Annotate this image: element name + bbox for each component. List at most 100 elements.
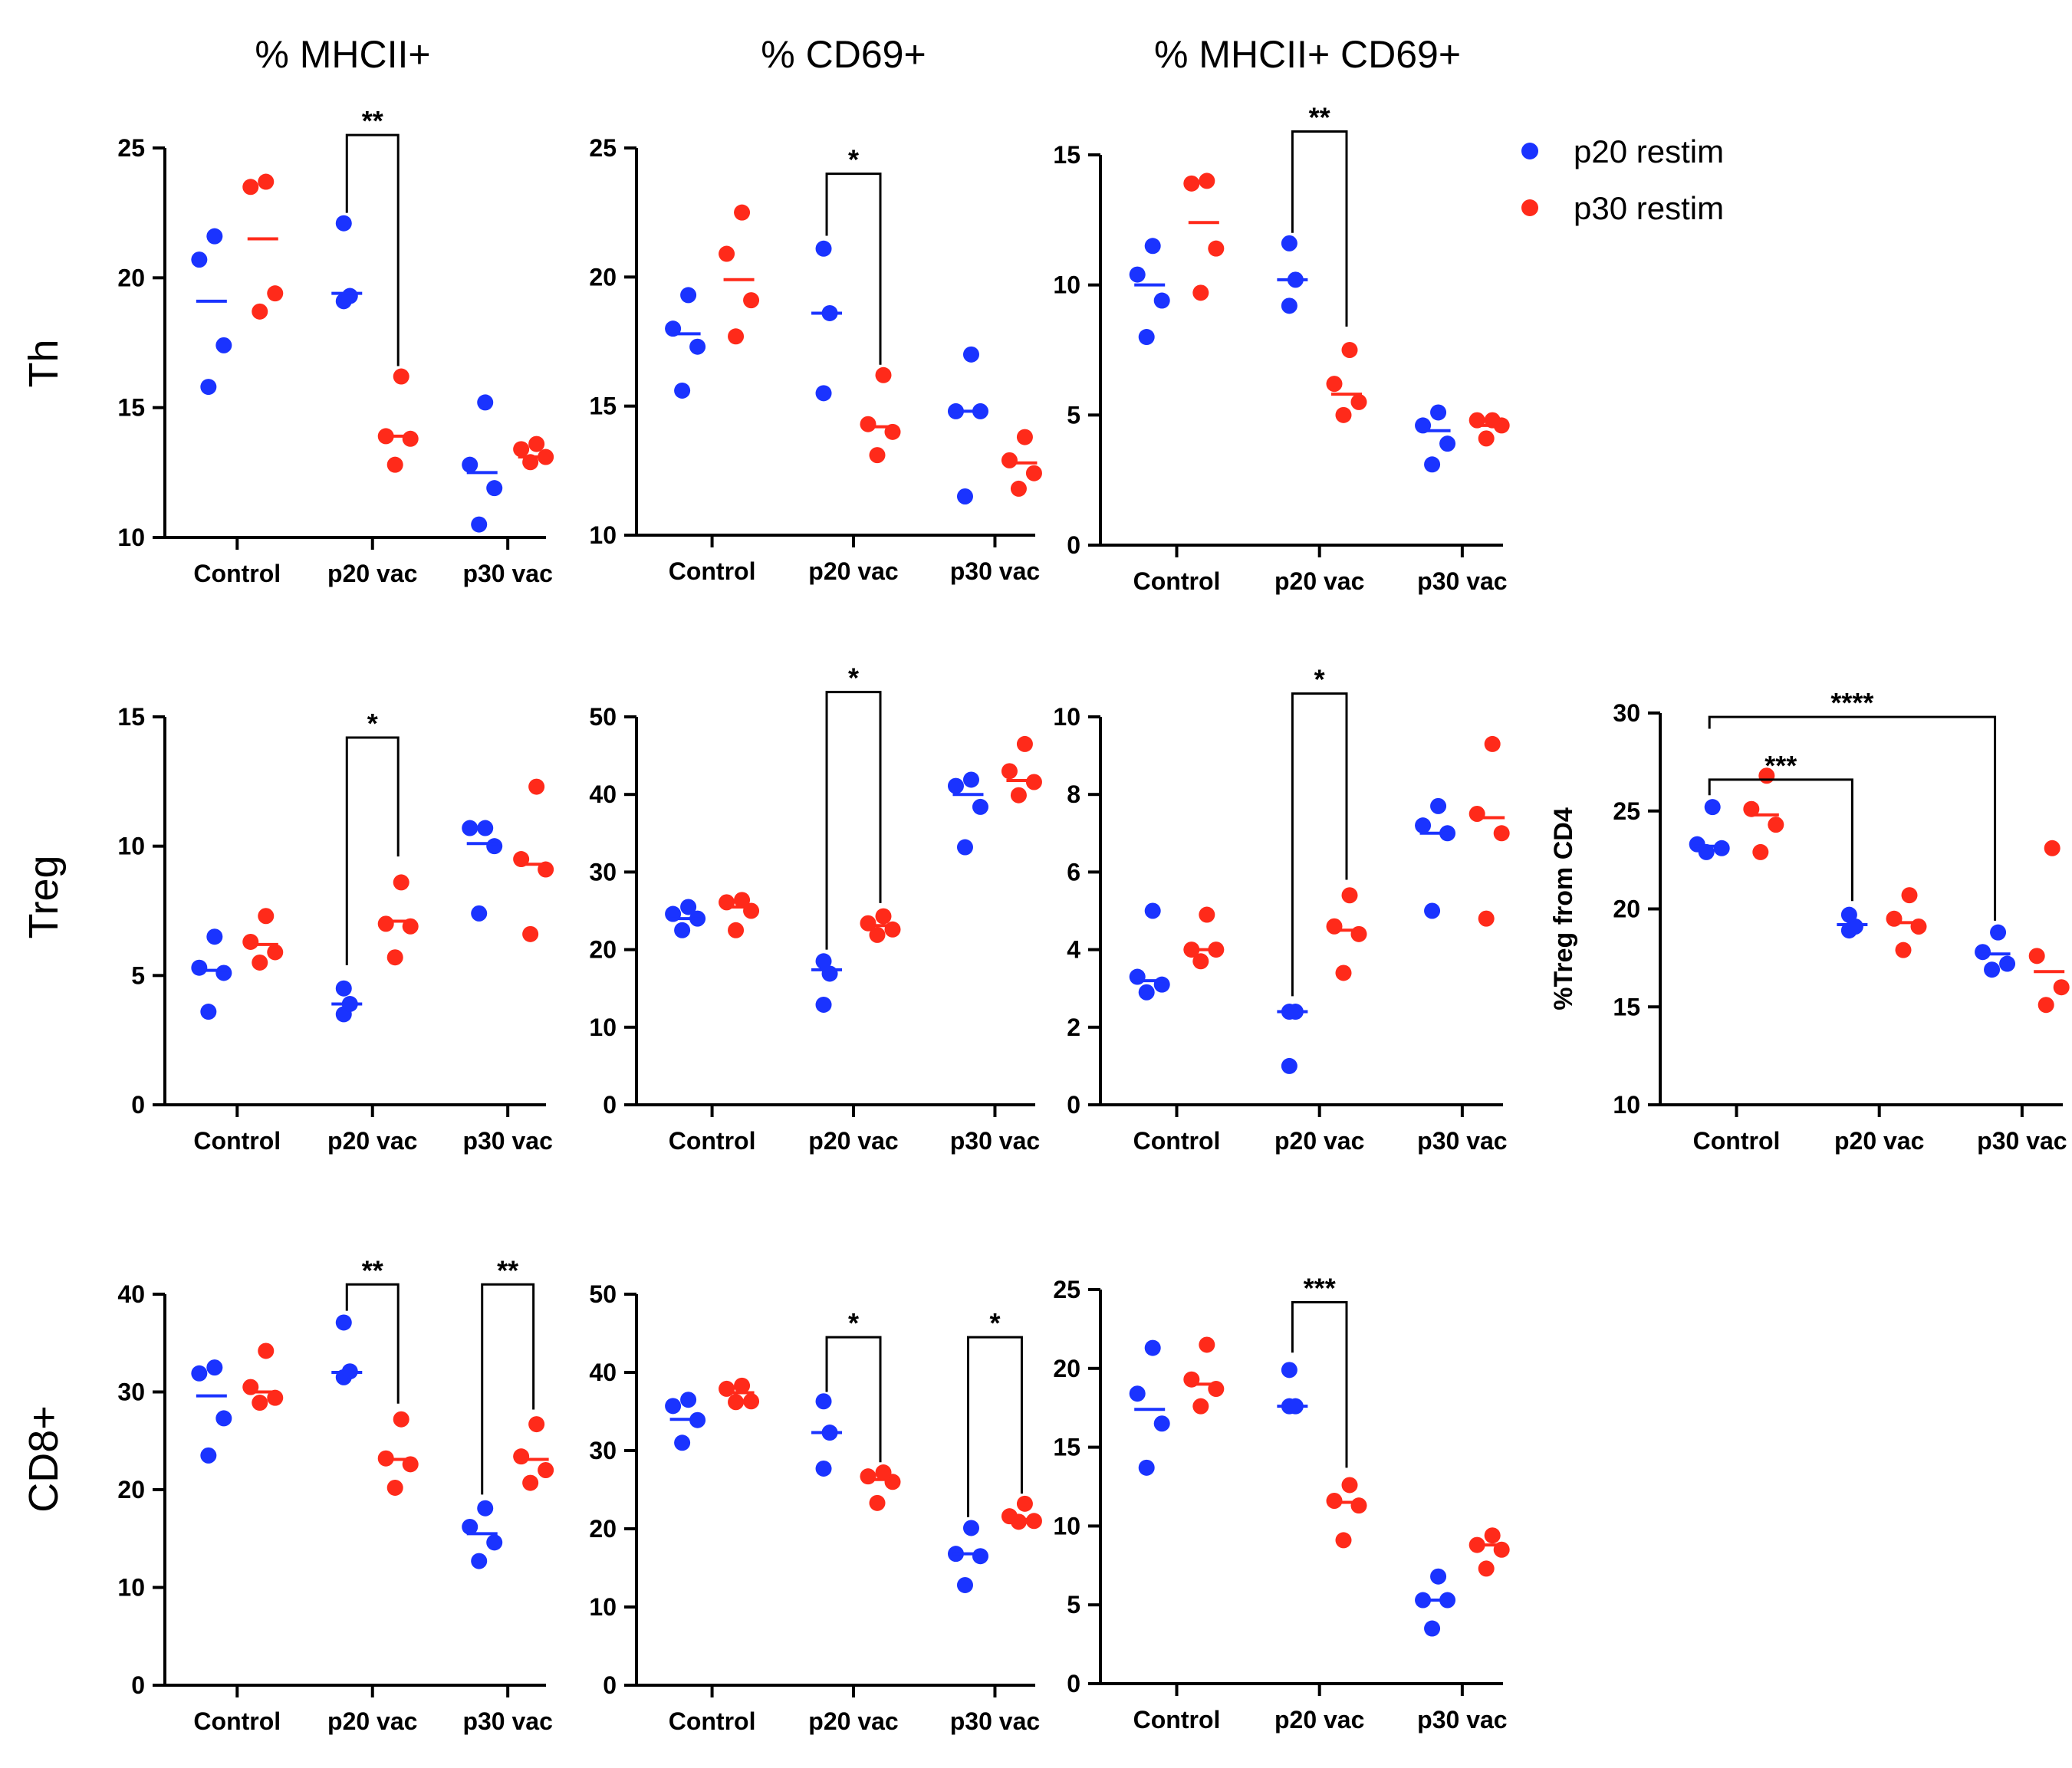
row-title-cd8: CD8+ xyxy=(21,1405,67,1513)
y-tick-label: 40 xyxy=(589,1359,617,1386)
significance-label: ** xyxy=(362,105,383,136)
data-point-p30 xyxy=(2053,979,2070,996)
data-point-p20 xyxy=(972,798,988,815)
x-tick-label: p20 vac xyxy=(327,1707,417,1735)
x-tick-label: p30 vac xyxy=(950,557,1040,585)
y-tick-label: 20 xyxy=(589,1515,617,1543)
y-tick-label: 8 xyxy=(1067,780,1080,808)
data-point-p30 xyxy=(734,204,751,221)
x-tick-label: Control xyxy=(193,1707,281,1735)
y-tick-label: 15 xyxy=(589,393,617,420)
data-point-p20 xyxy=(1704,799,1721,816)
significance-label: *** xyxy=(1764,750,1797,781)
significance-bracket xyxy=(345,736,400,965)
panel-cd8-mhcii: 0 10 20 30 40 Control p20 vac p30 vac ** ** xyxy=(117,1254,554,1735)
data-point-p30 xyxy=(1493,825,1510,842)
significance-bracket xyxy=(345,1283,400,1404)
significance-label: * xyxy=(848,144,859,176)
data-point-p20 xyxy=(1153,1415,1170,1432)
y-tick-label: 0 xyxy=(1067,1091,1080,1119)
x-tick-label: Control xyxy=(669,1707,756,1735)
data-point-p20 xyxy=(335,1314,352,1331)
data-point-p20 xyxy=(1984,961,2001,978)
data-point-p20 xyxy=(215,965,232,981)
significance-bracket xyxy=(825,1336,882,1463)
data-point-p20 xyxy=(815,385,832,402)
data-point-p20 xyxy=(962,346,979,363)
legend-marker-p30 xyxy=(1521,199,1538,216)
data-point-p30 xyxy=(1895,942,1912,958)
data-point-p30 xyxy=(1335,406,1352,423)
y-tick-label: 10 xyxy=(1053,703,1080,731)
panel-treg-from-cd4: 10 15 20 25 30 Control p20 vac p30 vac %Treg fro… xyxy=(1549,687,2070,1155)
data-point-p20 xyxy=(1129,1385,1146,1402)
data-point-p20 xyxy=(486,838,503,855)
data-point-p20 xyxy=(1129,968,1146,985)
data-point-p20 xyxy=(477,1500,494,1517)
x-tick-label: Control xyxy=(669,557,756,585)
data-point-p30 xyxy=(528,435,545,452)
data-point-p30 xyxy=(1484,1527,1501,1544)
y-tick-label: 50 xyxy=(589,1280,617,1308)
data-point-p30 xyxy=(728,922,745,938)
y-tick-label: 0 xyxy=(131,1671,145,1699)
legend-label-p20: p20 restim xyxy=(1574,133,1724,169)
data-point-p30 xyxy=(1208,240,1225,257)
x-tick-label: p30 vac xyxy=(1977,1127,2067,1155)
data-point-p20 xyxy=(1153,292,1170,309)
y-tick-label: 0 xyxy=(603,1091,617,1119)
data-point-p30 xyxy=(860,416,876,432)
data-point-p30 xyxy=(258,173,275,190)
data-point-p30 xyxy=(1010,480,1027,497)
data-point-p20 xyxy=(1144,238,1161,255)
y-tick-label: 5 xyxy=(1067,401,1080,429)
data-point-p30 xyxy=(1025,465,1042,481)
data-point-p20 xyxy=(191,959,208,976)
x-tick-label: p20 vac xyxy=(1274,1127,1364,1155)
y-tick-label: 15 xyxy=(117,394,145,422)
data-point-p20 xyxy=(815,996,832,1013)
y-tick-label: 10 xyxy=(117,524,145,551)
y-tick-label: 15 xyxy=(1613,993,1640,1020)
y-tick-label: 15 xyxy=(117,703,145,731)
data-point-p30 xyxy=(1010,787,1027,803)
data-point-p30 xyxy=(258,1342,275,1359)
significance-bracket xyxy=(1708,715,1997,921)
data-point-p20 xyxy=(1424,456,1441,473)
significance-bracket xyxy=(1291,130,1348,327)
data-point-p20 xyxy=(462,456,479,473)
data-point-p20 xyxy=(200,1004,217,1020)
data-point-p20 xyxy=(1281,297,1297,314)
data-point-p30 xyxy=(402,430,419,447)
data-point-p30 xyxy=(252,303,268,320)
data-point-p30 xyxy=(267,285,284,302)
legend: p20 restim p30 restim xyxy=(1521,133,1724,226)
data-point-p30 xyxy=(522,925,539,942)
y-tick-label: 0 xyxy=(1067,1670,1080,1697)
data-point-p20 xyxy=(191,251,208,268)
y-tick-label: 10 xyxy=(1053,1512,1080,1540)
data-point-p30 xyxy=(242,179,259,196)
y-tick-label: 5 xyxy=(131,961,145,989)
data-point-p20 xyxy=(674,1434,691,1451)
x-tick-label: p30 vac xyxy=(1417,567,1507,595)
y-tick-label: 0 xyxy=(131,1091,145,1119)
significance-label: * xyxy=(989,1307,1000,1339)
x-tick-label: p30 vac xyxy=(462,1127,552,1155)
y-tick-label: 5 xyxy=(1067,1591,1080,1618)
significance-label: *** xyxy=(1304,1272,1336,1303)
data-point-p30 xyxy=(875,908,892,925)
data-point-p20 xyxy=(972,1548,988,1565)
x-tick-label: Control xyxy=(193,1127,281,1155)
data-point-p30 xyxy=(860,1468,876,1485)
data-point-p30 xyxy=(513,441,530,458)
column-title-mhcii: % MHCII+ xyxy=(255,33,430,76)
data-point-p20 xyxy=(962,771,979,788)
data-point-p20 xyxy=(335,980,352,997)
data-point-p30 xyxy=(393,368,409,385)
x-tick-label: p20 vac xyxy=(808,557,898,585)
data-point-p20 xyxy=(1129,266,1146,283)
data-point-p20 xyxy=(1144,902,1161,919)
data-point-p30 xyxy=(377,915,394,932)
data-point-p30 xyxy=(884,921,901,938)
